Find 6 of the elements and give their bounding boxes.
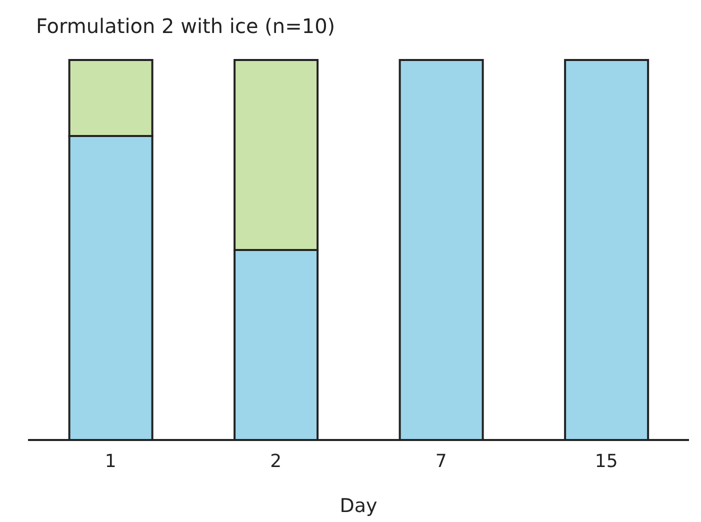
chart-title: Formulation 2 with ice (n=10) <box>36 14 336 38</box>
x-tick-label: 7 <box>435 450 447 472</box>
x-axis-title: Day <box>340 495 378 517</box>
x-tick-label: 2 <box>270 450 282 472</box>
x-tick-label: 15 <box>594 450 618 472</box>
x-tick-label: 1 <box>104 450 116 472</box>
